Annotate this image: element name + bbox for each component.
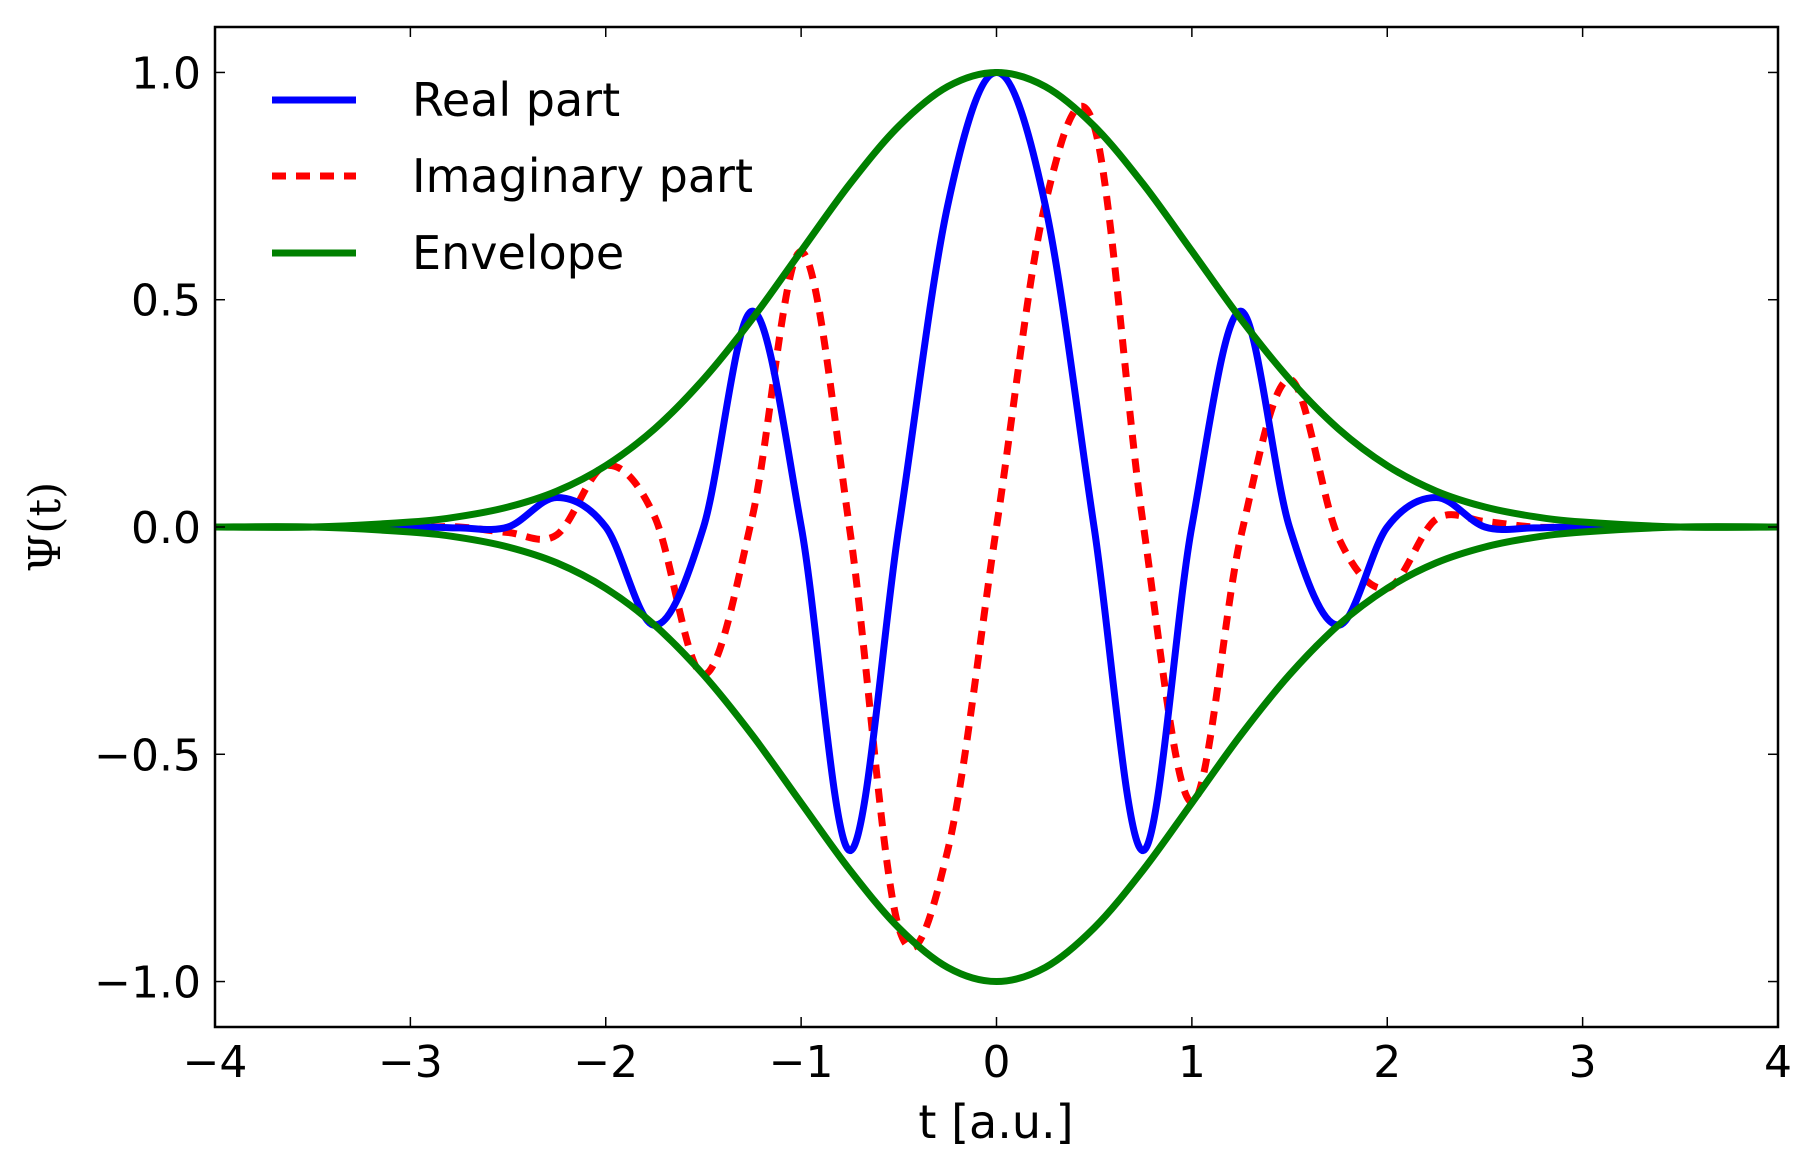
imaginary-part-line [215, 102, 1778, 952]
envelope-line [214, 68, 1779, 531]
y-tick-label: −1.0 [94, 958, 201, 1009]
x-tick-label: 3 [1569, 1037, 1597, 1088]
tick-labels-layer: −4 −3 −2 −1 0 1 2 3 4 1.0 0.5 0.0 −0.5 −1.0 [94, 48, 1792, 1088]
y-tick-label: 0.0 [131, 503, 201, 554]
y-tick-label: −0.5 [94, 730, 201, 781]
x-axis-label: t [a.u.] [918, 1095, 1073, 1149]
ticks-layer [214, 27, 1779, 1027]
x-tick-label: −1 [769, 1037, 834, 1088]
x-tick-label: 1 [1178, 1037, 1206, 1088]
x-tick-label: 0 [983, 1037, 1011, 1088]
x-tick-label: −2 [573, 1037, 638, 1088]
y-tick-label: 1.0 [131, 48, 201, 99]
x-tick-label: −3 [378, 1037, 443, 1088]
envelope-lower-line [214, 523, 1779, 986]
legend: Real part Imaginary part Envelope [272, 73, 753, 280]
x-tick-label: 4 [1764, 1037, 1792, 1088]
x-tick-label: 2 [1373, 1037, 1401, 1088]
legend-label-real: Real part [412, 73, 620, 127]
legend-label-imaginary: Imaginary part [412, 149, 753, 203]
x-tick-label: −4 [183, 1037, 248, 1088]
y-tick-label: 0.5 [131, 276, 201, 327]
legend-label-envelope: Envelope [412, 226, 624, 280]
series-layer [214, 68, 1779, 986]
y-axis-label: Ψ(t) [20, 482, 71, 573]
